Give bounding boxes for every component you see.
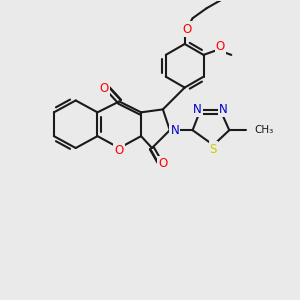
Text: N: N [193, 103, 202, 116]
Text: O: O [182, 22, 191, 36]
Text: O: O [115, 145, 124, 158]
Text: O: O [158, 158, 167, 170]
Text: O: O [100, 82, 109, 95]
Text: S: S [210, 142, 217, 155]
Text: O: O [216, 40, 225, 53]
Text: N: N [170, 124, 179, 137]
Text: CH₃: CH₃ [254, 125, 273, 135]
Text: N: N [219, 103, 228, 116]
